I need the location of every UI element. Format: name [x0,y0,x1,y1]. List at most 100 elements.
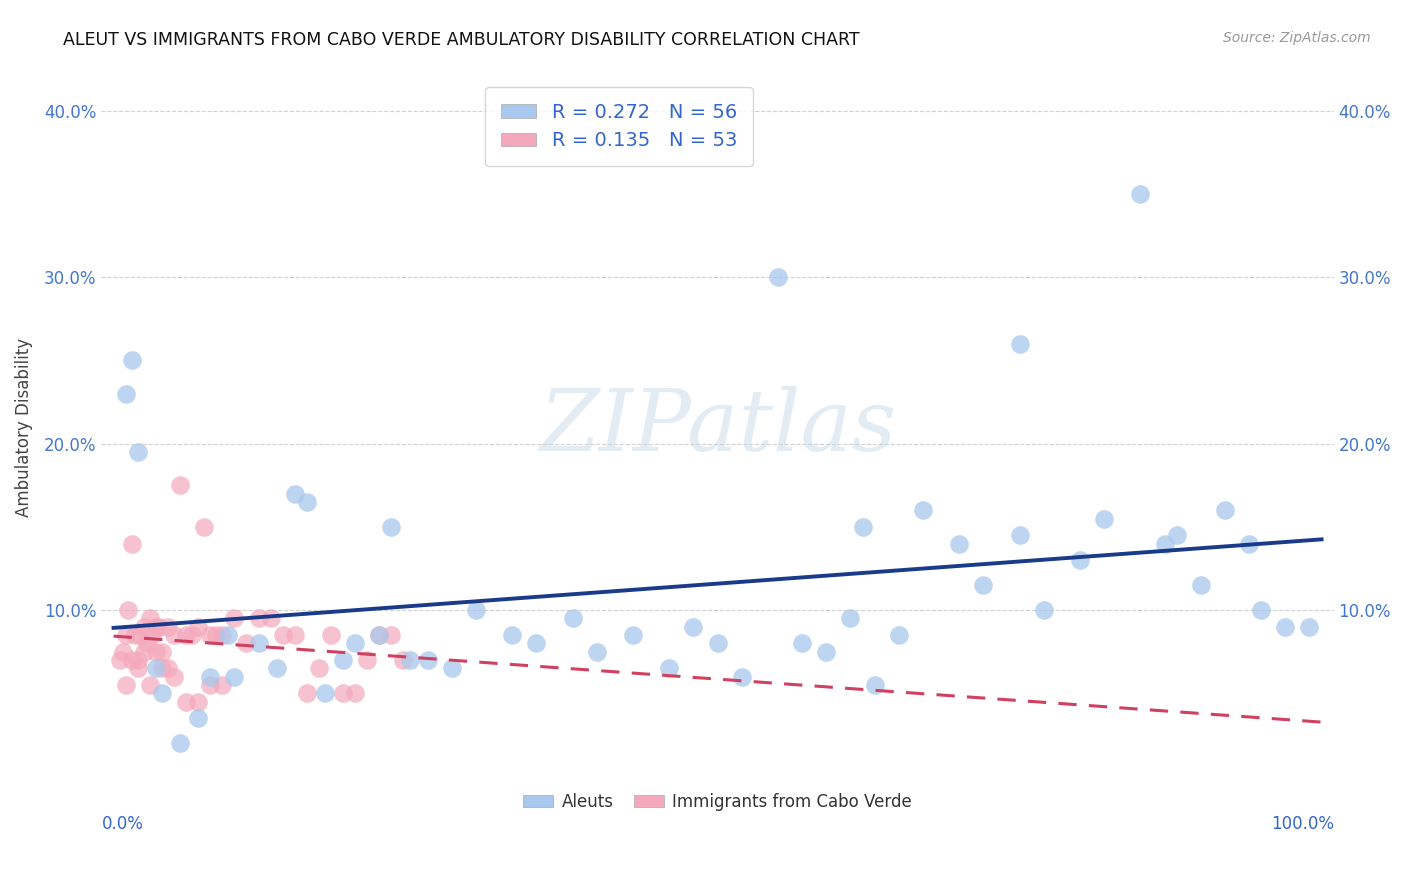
Point [217,628,239,642]
Point [344,686,367,700]
Point [790,636,813,650]
Point [815,645,838,659]
Point [117,603,139,617]
Point [198,678,221,692]
Point [731,670,754,684]
Point [1032,603,1054,617]
Point [332,653,354,667]
Point [121,653,143,667]
Point [380,628,402,642]
Point [150,661,173,675]
Point [398,653,420,667]
Point [416,653,439,667]
Point [224,611,246,625]
Point [284,628,307,642]
Point [181,628,204,642]
Point [465,603,488,617]
Point [124,628,146,642]
Point [145,620,167,634]
Point [356,653,378,667]
Text: ALEUT VS IMMIGRANTS FROM CABO VERDE AMBULATORY DISABILITY CORRELATION CHART: ALEUT VS IMMIGRANTS FROM CABO VERDE AMBU… [63,31,860,49]
Point [271,628,294,642]
Point [839,611,862,625]
Point [851,520,873,534]
Point [1008,528,1031,542]
Point [259,611,281,625]
Point [132,620,155,634]
Point [1129,186,1152,201]
Point [141,628,163,642]
Point [205,628,228,642]
Point [127,653,149,667]
Point [308,661,330,675]
Point [766,270,789,285]
Point [150,645,173,659]
Point [174,628,197,642]
Point [658,661,681,675]
Point [314,686,336,700]
Point [187,695,209,709]
Text: 100.0%: 100.0% [1271,815,1334,833]
Point [911,503,934,517]
Point [139,678,162,692]
Point [139,611,162,625]
Point [174,695,197,709]
Point [136,636,159,650]
Point [1189,578,1212,592]
Point [145,661,167,675]
Point [1237,536,1260,550]
Point [114,386,136,401]
Point [112,645,135,659]
Point [295,686,318,700]
Point [1092,511,1115,525]
Point [440,661,463,675]
Point [247,611,270,625]
Point [169,478,191,492]
Text: 0.0%: 0.0% [101,815,143,833]
Point [972,578,994,592]
Point [129,628,152,642]
Point [380,520,402,534]
Point [1274,620,1296,634]
Point [132,645,155,659]
Y-axis label: Ambulatory Disability: Ambulatory Disability [15,337,32,516]
Point [211,678,233,692]
Point [368,628,391,642]
Point [621,628,644,642]
Point [501,628,523,642]
Point [887,628,910,642]
Point [150,686,173,700]
Point [156,661,179,675]
Legend: Aleuts, Immigrants from Cabo Verde: Aleuts, Immigrants from Cabo Verde [516,786,918,817]
Point [1250,603,1272,617]
Point [682,620,704,634]
Point [156,620,179,634]
Point [1213,503,1236,517]
Point [561,611,583,625]
Point [1069,553,1091,567]
Point [295,495,318,509]
Point [148,620,170,634]
Point [706,636,728,650]
Point [266,661,288,675]
Point [344,636,367,650]
Point [524,636,547,650]
Point [392,653,415,667]
Point [863,678,886,692]
Point [108,653,131,667]
Point [114,678,136,692]
Point [145,645,167,659]
Point [114,628,136,642]
Point [224,670,246,684]
Point [127,445,149,459]
Point [169,736,191,750]
Point [332,686,354,700]
Point [127,661,149,675]
Point [121,353,143,368]
Point [948,536,970,550]
Point [1298,620,1320,634]
Point [163,628,186,642]
Point [368,628,391,642]
Point [121,536,143,550]
Point [1166,528,1188,542]
